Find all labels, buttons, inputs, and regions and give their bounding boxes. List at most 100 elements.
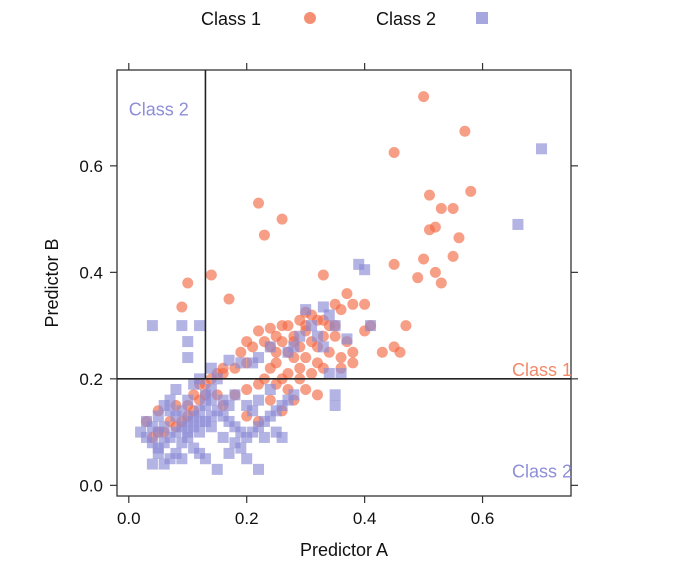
point-s2-74	[199, 453, 211, 465]
point-s2-56	[223, 415, 235, 427]
y-tick-label-2: 0.4	[79, 263, 103, 282]
point-s2-26	[176, 320, 188, 332]
point-s2-12	[294, 330, 306, 342]
point-s2-99	[182, 394, 194, 406]
point-s2-46	[164, 431, 176, 443]
point-s2-47	[170, 426, 182, 438]
point-s2-70	[258, 431, 270, 443]
point-s1-110	[306, 368, 318, 380]
point-s1-6	[447, 202, 459, 214]
point-s2-50	[188, 410, 200, 422]
point-s1-55	[241, 384, 253, 395]
point-s1-2	[388, 147, 400, 159]
point-s1-35	[264, 322, 276, 334]
point-s2-87	[217, 431, 229, 443]
point-s1-26	[341, 288, 353, 300]
point-s2-30	[205, 362, 217, 374]
point-s2-68	[276, 431, 288, 443]
point-s1-54	[253, 378, 265, 390]
point-s1-27	[347, 298, 359, 310]
point-s2-80	[146, 458, 158, 470]
point-s2-7	[323, 309, 335, 321]
region-label-0: Class 2	[129, 99, 189, 119]
point-s2-36	[170, 384, 182, 395]
point-s2-16	[323, 368, 335, 380]
point-s2-10	[306, 320, 318, 332]
point-s2-48	[176, 421, 188, 433]
region-labels: Class 2 Class 1 Class 2	[129, 99, 572, 481]
point-s2-100	[176, 405, 188, 417]
point-s1-11	[276, 213, 288, 225]
point-s1-8	[423, 224, 435, 236]
point-s2-58	[235, 426, 247, 438]
point-s1-17	[435, 277, 447, 289]
point-s2-54	[211, 405, 223, 417]
region-label-2: Class 2	[512, 461, 572, 481]
partition-lines	[117, 70, 571, 380]
point-s1-75	[394, 346, 406, 358]
point-s1-5	[435, 202, 447, 214]
point-s2-24	[223, 354, 235, 366]
point-s2-63	[264, 410, 276, 422]
point-s2-25	[194, 320, 206, 332]
point-s2-65	[276, 399, 288, 411]
point-s1-20	[205, 269, 217, 281]
point-s1-23	[176, 301, 188, 313]
point-s2-40	[140, 415, 152, 427]
point-s2-62	[258, 415, 270, 427]
point-s1-67	[347, 357, 359, 369]
point-s2-51	[194, 405, 206, 417]
point-s2-73	[211, 463, 223, 475]
point-s2-60	[247, 426, 259, 438]
point-s2-96	[241, 399, 253, 411]
point-s2-105	[182, 426, 194, 438]
point-s2-64	[270, 405, 282, 417]
point-s1-28	[335, 304, 347, 316]
region-label-1: Class 1	[512, 360, 572, 380]
point-s1-4	[423, 189, 435, 201]
point-s2-95	[229, 389, 241, 401]
series-1	[140, 91, 477, 443]
point-s2-6	[329, 320, 341, 332]
point-s2-23	[235, 357, 247, 369]
point-s1-52	[264, 362, 276, 374]
point-s2-102	[158, 421, 170, 433]
point-s2-101	[170, 410, 182, 422]
point-s1-3	[465, 185, 477, 197]
point-s1-45	[300, 352, 312, 364]
point-s1-106	[311, 389, 323, 401]
point-s1-68	[329, 330, 341, 342]
point-s1-13	[388, 258, 400, 270]
point-s2-53	[205, 394, 217, 406]
legend: Class 1 Class 2	[201, 9, 488, 29]
point-s2-38	[158, 399, 170, 411]
point-s1-15	[429, 266, 441, 278]
point-s2-28	[182, 352, 194, 364]
y-tick-label-3: 0.6	[79, 157, 103, 176]
point-s2-66	[282, 394, 294, 406]
point-s2-17	[329, 389, 341, 401]
point-s2-45	[158, 437, 170, 449]
point-s2-8	[317, 301, 329, 313]
point-s2-69	[270, 426, 282, 438]
point-s2-21	[253, 352, 265, 364]
point-s2-61	[253, 421, 265, 433]
point-s2-72	[223, 447, 235, 459]
point-s2-15	[335, 368, 347, 380]
point-s2-3	[359, 264, 371, 276]
point-s2-83	[176, 437, 188, 449]
point-s1-115	[241, 336, 253, 348]
point-s1-29	[359, 298, 371, 310]
point-s2-89	[235, 442, 247, 454]
x-tick-label-3: 0.6	[471, 509, 495, 528]
point-s2-85	[194, 426, 206, 438]
point-s2-5	[341, 333, 353, 345]
plot-area	[135, 91, 548, 475]
legend-label-class-1: Class 1	[201, 9, 261, 29]
point-s2-33	[199, 389, 211, 401]
point-s2-52	[199, 399, 211, 411]
point-s2-97	[247, 405, 259, 417]
point-s2-57	[229, 421, 241, 433]
point-s1-18	[447, 250, 459, 262]
